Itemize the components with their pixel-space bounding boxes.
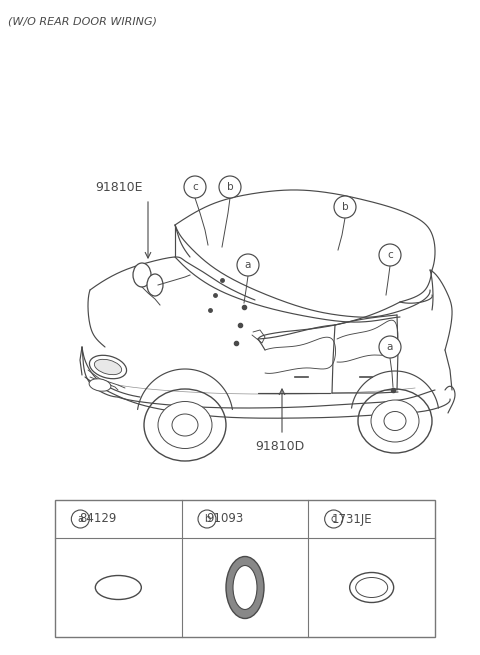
Text: 84129: 84129 bbox=[80, 512, 117, 525]
Circle shape bbox=[379, 244, 401, 266]
Text: b: b bbox=[204, 514, 210, 524]
Text: 91810E: 91810E bbox=[95, 181, 143, 194]
Ellipse shape bbox=[172, 414, 198, 436]
Ellipse shape bbox=[226, 557, 264, 618]
Text: a: a bbox=[77, 514, 84, 524]
Ellipse shape bbox=[95, 360, 121, 375]
Bar bbox=[55, 500, 435, 637]
Ellipse shape bbox=[384, 411, 406, 430]
Ellipse shape bbox=[233, 565, 257, 610]
Text: a: a bbox=[387, 342, 393, 352]
Circle shape bbox=[198, 510, 216, 528]
Text: a: a bbox=[245, 260, 251, 270]
Ellipse shape bbox=[96, 576, 141, 599]
Text: b: b bbox=[342, 202, 348, 212]
Text: b: b bbox=[227, 182, 233, 192]
Ellipse shape bbox=[371, 400, 419, 442]
Circle shape bbox=[219, 176, 241, 198]
Ellipse shape bbox=[133, 263, 151, 287]
Circle shape bbox=[334, 196, 356, 218]
Ellipse shape bbox=[358, 389, 432, 453]
Ellipse shape bbox=[356, 578, 388, 597]
Ellipse shape bbox=[147, 274, 163, 296]
Text: c: c bbox=[192, 182, 198, 192]
Text: 1731JE: 1731JE bbox=[331, 512, 372, 525]
Ellipse shape bbox=[158, 402, 212, 449]
Text: c: c bbox=[387, 250, 393, 260]
Circle shape bbox=[379, 336, 401, 358]
Text: 91093: 91093 bbox=[206, 512, 244, 525]
Ellipse shape bbox=[144, 389, 226, 461]
Circle shape bbox=[72, 510, 89, 528]
Text: 91810D: 91810D bbox=[255, 440, 304, 453]
Ellipse shape bbox=[349, 572, 394, 603]
Circle shape bbox=[324, 510, 343, 528]
Circle shape bbox=[237, 254, 259, 276]
Text: c: c bbox=[331, 514, 336, 524]
Ellipse shape bbox=[89, 355, 127, 379]
Circle shape bbox=[184, 176, 206, 198]
Text: (W/O REAR DOOR WIRING): (W/O REAR DOOR WIRING) bbox=[8, 17, 157, 27]
Ellipse shape bbox=[89, 379, 111, 391]
